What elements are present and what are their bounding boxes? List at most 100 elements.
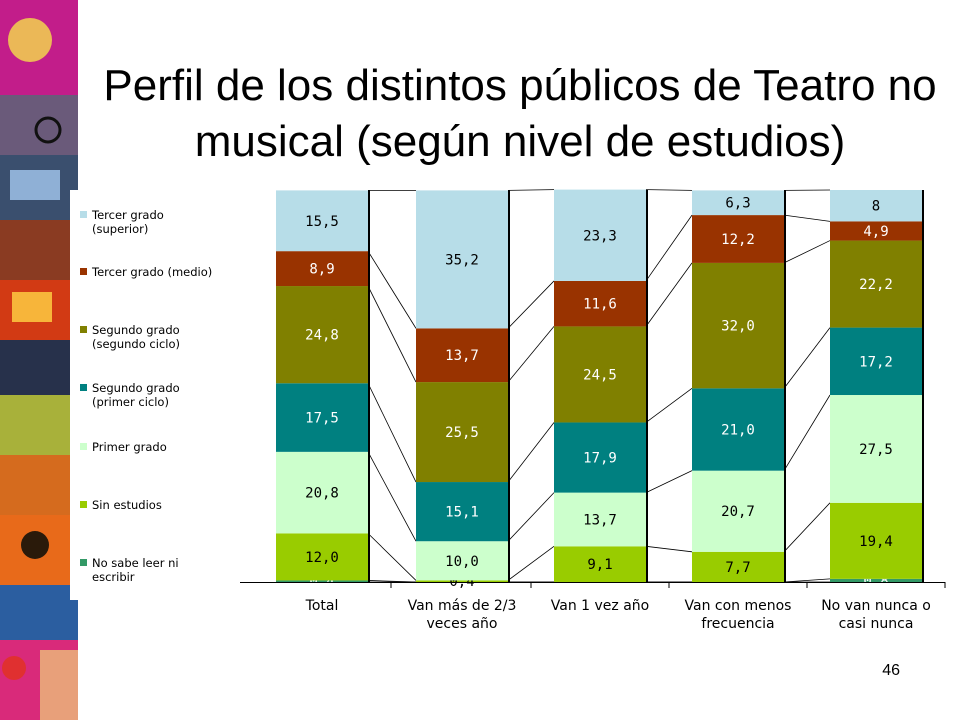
connector-line [783,578,831,583]
connector-line [783,327,831,389]
connector-line [367,250,417,329]
connector-line [507,422,555,483]
bar-segment [830,502,922,579]
bar-segment [554,326,646,423]
bar-segment [830,221,922,241]
legend-item: Sin estudios [80,498,240,512]
bar-segment [416,190,508,329]
bar-segment [416,580,508,582]
data-label: 20,7 [721,504,755,520]
bar-segment [554,189,646,281]
x-tick-label: Van con menos [685,598,792,614]
legend-label: No sabe leer ni escribir [92,556,179,584]
bar-segment [830,240,922,328]
connector-line [645,262,693,327]
x-tick-label: veces año [427,616,498,632]
data-label: 8,9 [309,262,334,278]
bar-segment [276,580,368,582]
legend-label: Primer grado [92,440,167,454]
legend-label: Tercer grado (superior) [92,208,164,236]
bar-segment [276,383,368,452]
legend-swatch [80,211,87,218]
data-label: 12,2 [721,232,755,248]
connector-line [645,214,693,282]
data-label: 9,1 [587,557,612,573]
legend-label: Sin estudios [92,498,162,512]
bar-segment [276,190,368,252]
bar-segment [554,546,646,582]
legend-item: Segundo grado (segundo ciclo) [80,323,240,351]
data-label: 20,8 [305,486,339,502]
connector-line [645,189,693,191]
data-label: 23,3 [583,228,617,244]
data-label: 7,7 [725,560,750,576]
legend-swatch [80,443,87,450]
connector-line [783,214,831,222]
data-label: 35,2 [445,252,479,268]
x-tick-label: casi nunca [839,616,914,632]
data-label: 17,2 [859,354,893,370]
legend-swatch [80,559,87,566]
bar-segment [554,280,646,327]
legend-item: Tercer grado (medio) [80,265,240,279]
photo-collage-strip [0,0,78,720]
x-tick-label: No van nunca o [821,598,931,614]
bar-segment [416,541,508,581]
data-label: 8 [872,199,880,215]
bar-segment [692,262,784,389]
data-label: 12,0 [305,550,339,566]
data-label: 17,9 [583,451,617,467]
bar-segment [830,190,922,222]
legend-item: Primer grado [80,440,240,454]
data-label: 22,2 [859,277,893,293]
bar-segment [416,482,508,542]
data-label: 21,0 [721,423,755,439]
bar-segment [554,422,646,493]
x-tick-label: frecuencia [701,616,774,632]
bar-segment [692,215,784,263]
legend-label: Tercer grado (medio) [92,265,213,279]
connector-line [507,189,555,191]
connector-line [783,394,831,471]
bar-segment [276,251,368,287]
connector-line [367,451,417,542]
legend-swatch [80,501,87,508]
data-label: 15,5 [305,214,339,230]
data-label: 19,4 [859,534,893,550]
bar-segment [692,470,784,552]
data-label: 15,1 [445,505,479,521]
page-number: 46 [882,662,900,679]
connector-line [645,470,693,493]
bar-segment [276,286,368,384]
connector-line [367,533,417,581]
connector-line [783,240,831,264]
bar-segment [554,492,646,547]
legend-swatch [80,384,87,391]
bar-segment [830,327,922,396]
data-label: 25,5 [445,425,479,441]
bar-segment [692,388,784,471]
data-label: 11,6 [583,297,617,313]
data-label: 24,8 [305,328,339,344]
data-label: 4,9 [863,224,888,240]
bar-segment [416,328,508,383]
bar-segment [276,533,368,581]
slide-title: Perfil de los distintos públicos de Teat… [103,61,937,166]
bar-segment [830,395,922,503]
connector-line [645,388,693,423]
bar-segment [416,382,508,483]
connector-line [645,545,693,553]
connector-line [367,580,417,583]
connector-line [507,546,555,581]
legend-item: Tercer grado (superior) [80,208,240,236]
x-tick-label: Van más de 2/3 [408,598,517,614]
connector-line [507,326,555,383]
connector-line [367,285,417,383]
legend-item: Segundo grado (primer ciclo) [80,381,240,409]
data-label: 27,5 [859,442,893,458]
bar-segment [830,578,922,582]
x-tick-label: Total [305,598,339,614]
connector-line [367,383,417,483]
connector-line [507,492,555,542]
